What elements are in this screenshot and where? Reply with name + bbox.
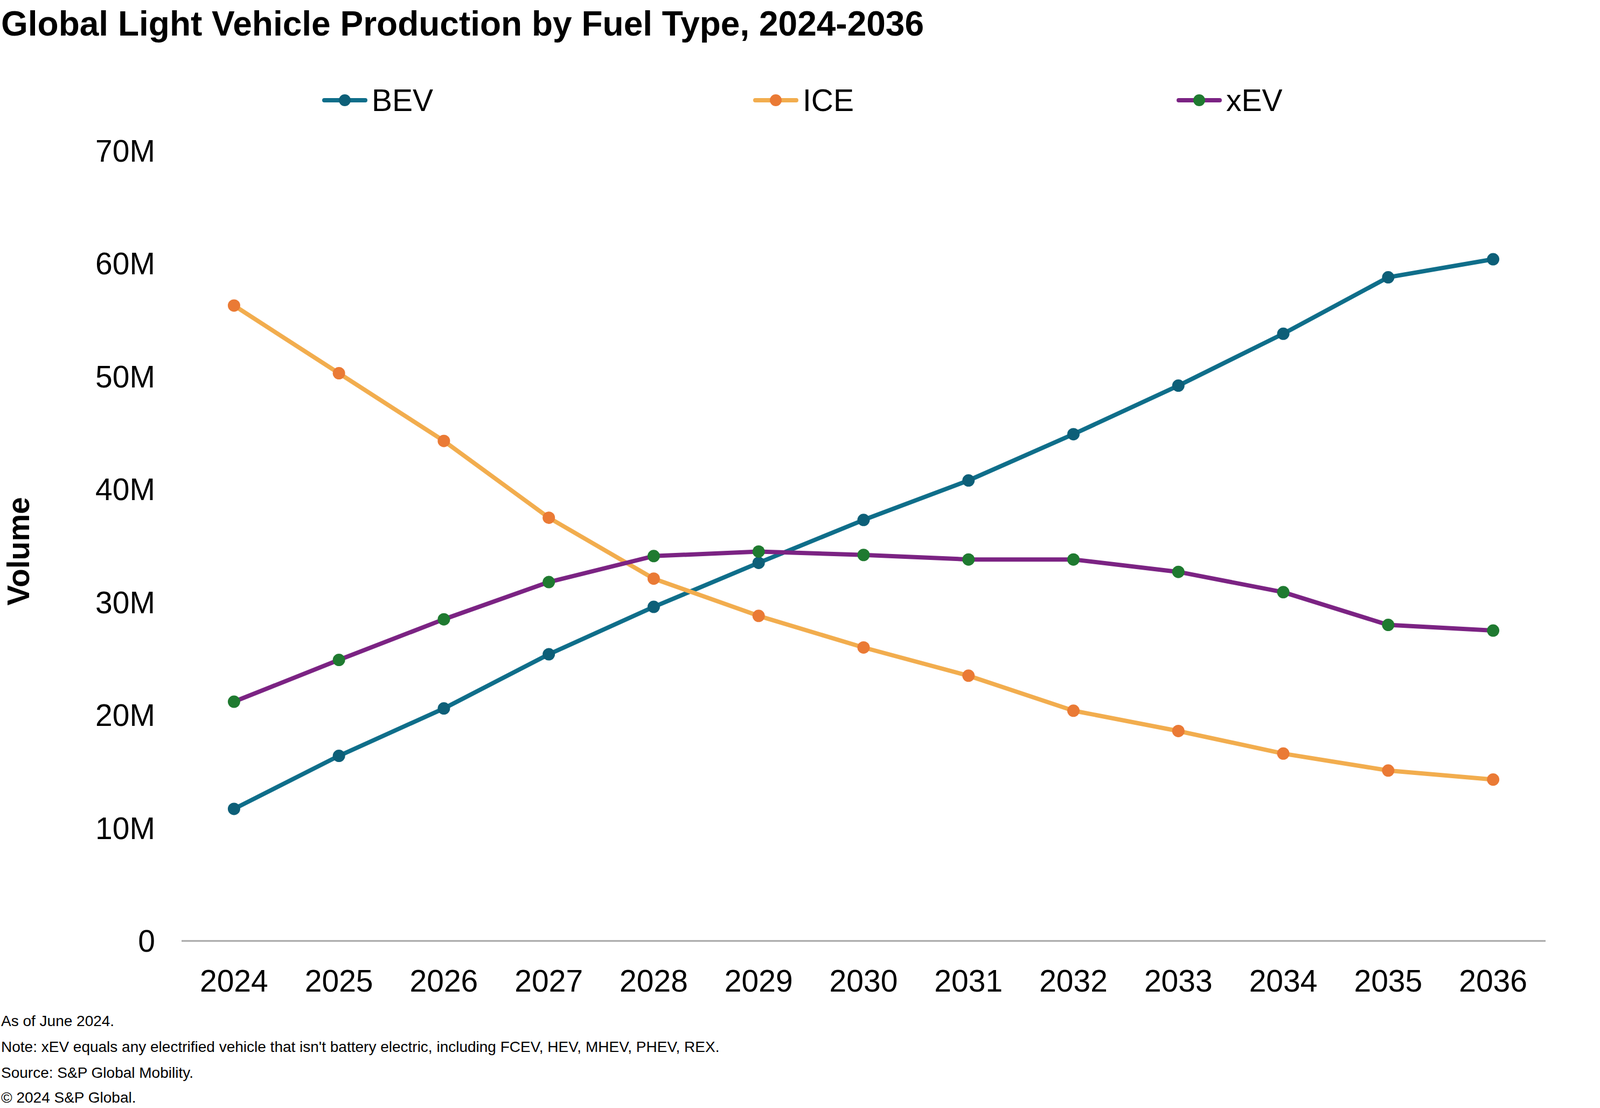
series-marker: [1381, 763, 1395, 777]
plot-area: [227, 253, 1500, 816]
series-marker: [962, 474, 975, 487]
x-axis: [181, 940, 1546, 942]
series-line: [233, 305, 1493, 780]
x-tick-label: 2028: [619, 963, 688, 998]
series-marker: [1067, 704, 1080, 717]
series-marker: [542, 648, 555, 661]
y-tick-label: 70M: [95, 133, 156, 169]
series-marker: [437, 434, 450, 448]
legend-label: ICE: [802, 82, 854, 118]
series-marker: [857, 641, 871, 654]
series-marker: [542, 575, 555, 589]
series-marker: [647, 572, 660, 585]
series-marker: [752, 556, 765, 569]
y-tick-label: 40M: [95, 471, 156, 507]
x-tick-label: 2033: [1144, 963, 1213, 998]
series-marker: [332, 366, 346, 380]
legend-marker: [338, 94, 351, 107]
series-marker: [1486, 624, 1500, 637]
series-marker: [752, 545, 765, 558]
y-axis-title: Volume: [1, 496, 36, 606]
footnote: © 2024 S&P Global.: [1, 1088, 137, 1106]
footnote: Source: S&P Global Mobility.: [1, 1063, 194, 1081]
series-marker: [857, 548, 871, 561]
series-marker: [1277, 747, 1290, 760]
series-marker: [752, 609, 765, 622]
series-marker: [1486, 253, 1500, 266]
series-marker: [1277, 327, 1290, 340]
series-marker: [1381, 618, 1395, 631]
series-marker: [1381, 270, 1395, 284]
x-tick-label: 2032: [1039, 963, 1108, 998]
x-tick-label: 2031: [934, 963, 1003, 998]
series-marker: [1486, 773, 1500, 786]
legend-item: ICE: [755, 82, 854, 118]
legend-label: xEV: [1226, 82, 1283, 118]
x-tick-label: 2025: [304, 963, 374, 998]
footnote: As of June 2024.: [1, 1012, 115, 1029]
series-line: [233, 551, 1493, 702]
series-marker: [647, 549, 660, 562]
series-marker: [962, 553, 975, 566]
legend-item: BEV: [324, 82, 434, 118]
series-marker: [1067, 427, 1080, 441]
y-tick-label: 60M: [95, 246, 156, 281]
series-marker: [962, 669, 975, 682]
chart: Global Light Vehicle Production by Fuel …: [0, 0, 1600, 1108]
legend-item: xEV: [1178, 82, 1283, 118]
series-line: [233, 259, 1493, 809]
x-tick-label: 2030: [829, 963, 899, 998]
series-marker: [227, 298, 241, 312]
x-tick-label: 2034: [1249, 963, 1318, 998]
series-marker: [542, 511, 555, 524]
x-tick-label: 2029: [724, 963, 793, 998]
title: Global Light Vehicle Production by Fuel …: [1, 4, 924, 44]
x-tick-label: 2036: [1458, 963, 1528, 998]
x-tick-label: 2035: [1353, 963, 1423, 998]
legend-marker: [1193, 94, 1206, 107]
y-tick-label: 10M: [95, 810, 156, 846]
y-tick-label: 30M: [95, 585, 156, 620]
footnote: Note: xEV equals any electrified vehicle…: [1, 1038, 720, 1055]
series-marker: [647, 600, 660, 614]
series-marker: [1172, 565, 1185, 579]
series-marker: [227, 802, 241, 815]
series-marker: [332, 653, 346, 666]
x-tick-label: 2027: [514, 963, 583, 998]
y-tick-label: 50M: [95, 359, 156, 394]
series-marker: [437, 613, 450, 626]
x-tick-label: 2026: [409, 963, 479, 998]
series-marker: [1172, 379, 1185, 392]
legend-marker: [769, 94, 782, 107]
series-marker: [857, 513, 871, 526]
legend-label: BEV: [371, 82, 434, 118]
series-marker: [1172, 724, 1185, 737]
series-marker: [437, 701, 450, 715]
y-tick-label: 20M: [95, 697, 156, 733]
y-tick-label: 0: [137, 923, 156, 958]
x-tick-label: 2024: [199, 963, 269, 998]
series-marker: [1277, 585, 1290, 598]
series-marker: [1067, 553, 1080, 566]
series-marker: [332, 749, 346, 762]
series-marker: [227, 695, 241, 708]
